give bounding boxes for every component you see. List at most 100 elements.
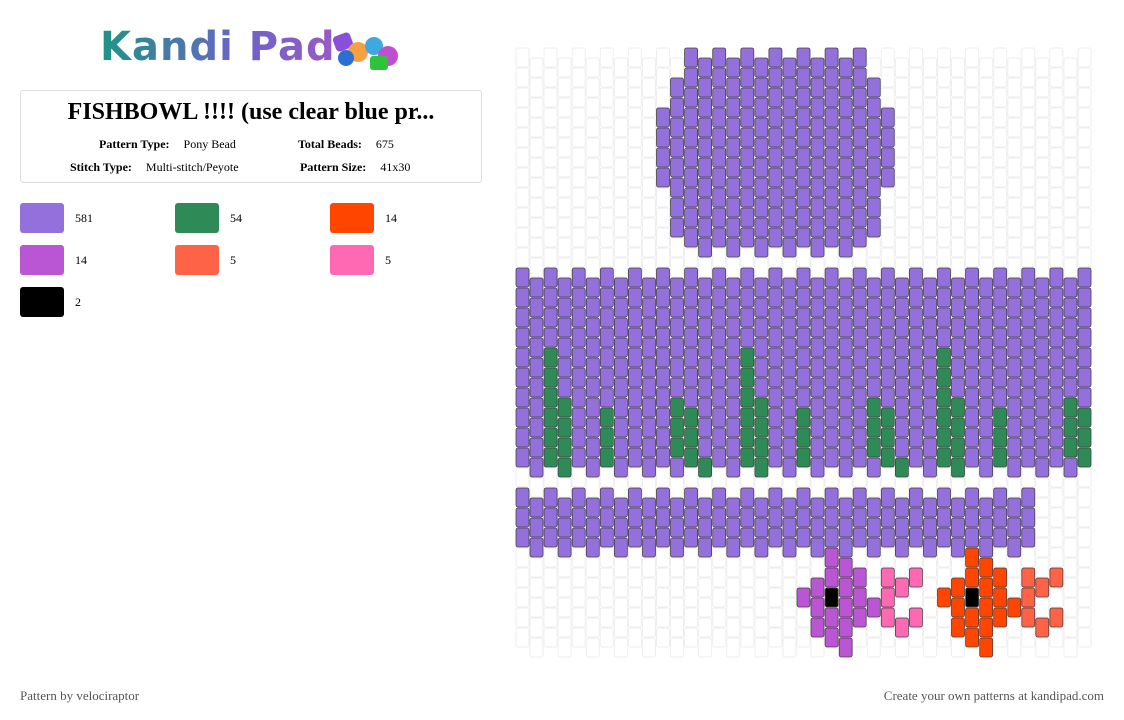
bead: [1007, 357, 1022, 378]
bead: [838, 477, 853, 498]
bead: [726, 357, 741, 378]
bead: [838, 237, 853, 258]
bead: [782, 377, 797, 398]
bead: [1063, 97, 1078, 118]
bead: [923, 137, 937, 158]
bead: [1077, 227, 1092, 248]
bead: [810, 557, 825, 578]
bead: [754, 417, 769, 438]
bead: [852, 587, 867, 608]
bead: [782, 137, 797, 158]
bead: [951, 317, 965, 338]
bead: [824, 487, 839, 508]
bead: [613, 557, 628, 578]
bead: [1035, 637, 1050, 658]
bead: [782, 417, 797, 438]
bead: [937, 167, 951, 188]
bead: [937, 527, 951, 548]
bead: [754, 517, 769, 538]
bead: [585, 77, 600, 98]
bead: [908, 167, 923, 188]
bead: [1049, 407, 1064, 428]
bead: [965, 507, 979, 528]
bead: [698, 237, 712, 258]
bead: [1021, 107, 1036, 128]
bead: [1035, 557, 1050, 578]
bead: [1063, 137, 1078, 158]
bead: [740, 367, 755, 388]
bead: [1063, 317, 1078, 338]
bead: [768, 507, 783, 528]
bead: [838, 377, 853, 398]
bead: [670, 57, 684, 78]
bead: [698, 477, 713, 498]
bead: [627, 607, 642, 628]
bead: [684, 87, 698, 108]
bead: [965, 207, 980, 228]
bead: [880, 247, 895, 268]
bead: [754, 197, 769, 218]
color-count: 2: [75, 295, 81, 309]
bead: [557, 617, 572, 638]
bead: [515, 147, 530, 168]
bead: [585, 137, 600, 158]
bead: [670, 497, 684, 518]
bead: [965, 47, 980, 68]
bead: [1049, 287, 1064, 308]
bead: [712, 267, 727, 288]
color-count: 5: [230, 253, 236, 267]
bead: [614, 317, 628, 338]
bead: [529, 557, 544, 578]
bead: [754, 57, 769, 78]
bead: [1063, 117, 1078, 138]
bead: [909, 387, 923, 408]
bead: [909, 567, 923, 588]
bead: [712, 287, 727, 308]
bead: [754, 217, 769, 238]
bead: [585, 257, 600, 278]
bead: [599, 307, 614, 328]
bead: [557, 157, 572, 178]
bead: [543, 207, 558, 228]
bead: [754, 277, 769, 298]
bead: [515, 507, 530, 528]
color-swatch: [330, 245, 374, 275]
bead: [529, 197, 544, 218]
bead: [880, 67, 895, 88]
bead: [1021, 227, 1036, 248]
bead: [529, 177, 544, 198]
bead: [1049, 187, 1064, 208]
bead: [937, 327, 951, 348]
bead: [529, 217, 544, 238]
bead: [698, 197, 712, 218]
bead: [937, 387, 951, 408]
bead: [585, 57, 600, 78]
bead: [571, 527, 586, 548]
bead: [740, 227, 755, 248]
bead: [656, 207, 670, 228]
color-count: 5: [385, 253, 391, 267]
bead: [895, 497, 909, 518]
logo[interactable]: Kandi Pad: [100, 24, 336, 70]
bead: [529, 577, 544, 598]
bead: [866, 517, 881, 538]
bead: [880, 167, 895, 188]
bead: [543, 187, 558, 208]
bead: [754, 157, 769, 178]
bead: [585, 357, 600, 378]
bead: [768, 107, 783, 128]
bead: [613, 237, 628, 258]
bead: [965, 307, 979, 328]
bead: [698, 317, 712, 338]
bead: [824, 547, 839, 568]
bead: [923, 97, 937, 118]
bead: [937, 467, 951, 488]
bead: [740, 47, 755, 68]
bead: [670, 157, 684, 178]
bead: [824, 67, 839, 88]
bead: [684, 567, 699, 588]
bead: [543, 407, 558, 428]
footer-link[interactable]: Create your own patterns at kandipad.com: [883, 688, 1104, 703]
bead: [754, 317, 769, 338]
bead: [670, 217, 684, 238]
